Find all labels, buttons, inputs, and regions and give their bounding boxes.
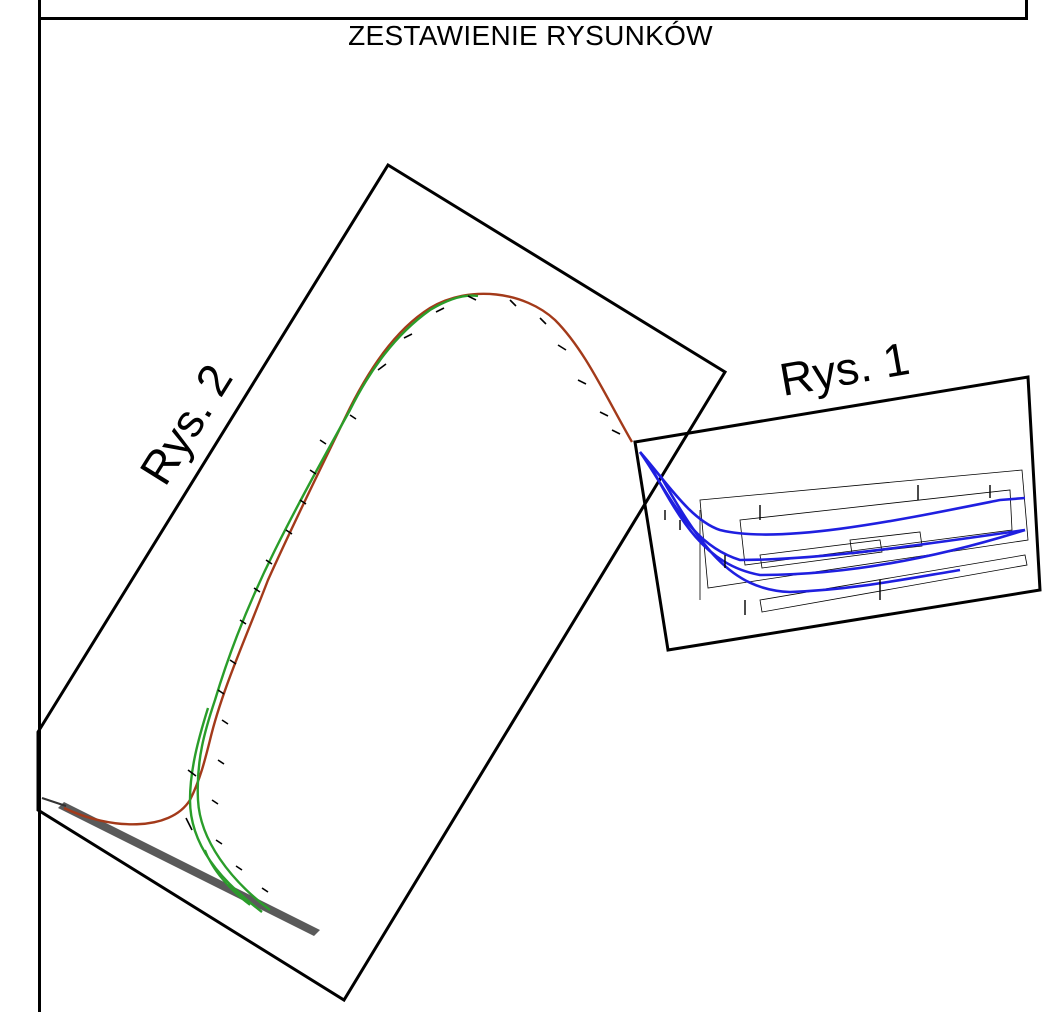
- sheet-title: ZESTAWIENIE RYSUNKÓW: [348, 20, 713, 51]
- rys2-frame: [36, 162, 728, 1003]
- rys1-frame: [633, 375, 1042, 652]
- sheet-top-border-right: [1025, 0, 1028, 20]
- rys1-signals: [664, 485, 991, 615]
- brown-track-lower: [63, 292, 634, 826]
- green-track-1: [196, 294, 479, 911]
- green-track-3: [204, 849, 251, 906]
- sheet-title-rule: [38, 17, 1028, 20]
- rys2-label: Rys. 2: [129, 355, 242, 493]
- station-track-line: [41, 797, 67, 807]
- rys1-station-layout: [699, 469, 1029, 613]
- blue-tracks: [638, 451, 1026, 594]
- track-signals: [185, 295, 621, 893]
- sheet-top-border: [38, 0, 41, 20]
- sheet-left-border: [38, 17, 41, 1012]
- station-platform: [58, 802, 320, 936]
- rys1-label: Rys. 1: [776, 332, 913, 406]
- green-track-2: [188, 707, 263, 913]
